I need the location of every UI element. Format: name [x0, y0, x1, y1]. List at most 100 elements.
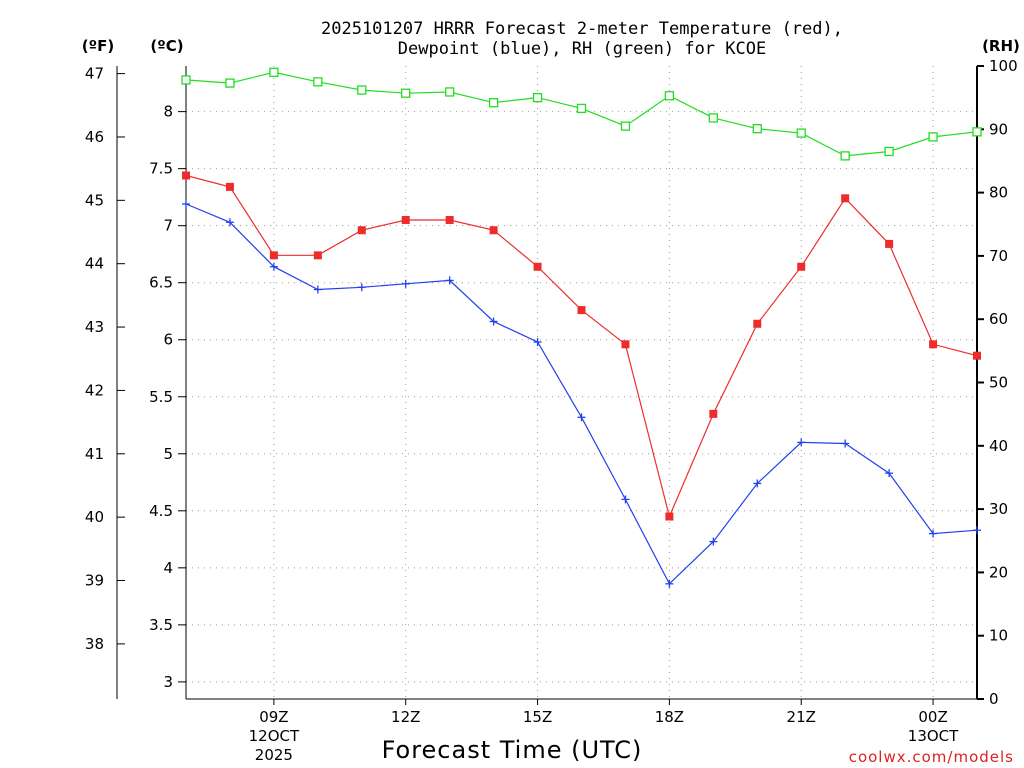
dewpoint-point	[182, 200, 190, 209]
rh-point	[181, 75, 191, 85]
celsius-tick-label: 7.5	[149, 160, 173, 178]
rh-point	[928, 132, 938, 142]
rh-point	[708, 113, 718, 123]
temperature-point	[929, 340, 938, 349]
temperature-point	[577, 306, 586, 315]
x-tick-label: 00Z	[918, 708, 947, 726]
temperature-line	[185, 174, 978, 519]
rh-point	[313, 77, 323, 87]
x-tick-date-label: 13OCT	[908, 727, 959, 745]
rh-tick-label: 100	[989, 57, 1018, 75]
rh-point	[972, 127, 982, 137]
tick-labels: 3 3.5 4 4.5 5 5.5 6 6.5 7 7.5 8 38 39 40 41 42 43 44 45 46 4…	[85, 57, 1018, 764]
rh-tick-label: 60	[989, 310, 1008, 328]
rh-point	[225, 78, 235, 88]
celsius-tick-label: 6.5	[149, 274, 173, 292]
celsius-tick-label: 4	[163, 559, 173, 577]
temperature-point	[973, 351, 981, 360]
rh-tick-label: 30	[989, 500, 1008, 518]
dewpoint-point	[797, 438, 806, 447]
dewpoint-point	[973, 526, 981, 535]
dewpoint-line	[185, 203, 978, 585]
rh-point	[269, 67, 279, 77]
temperature-point	[445, 215, 454, 224]
x-tick-label: 12Z	[391, 708, 420, 726]
fahrenheit-tick-label: 44	[85, 255, 104, 273]
fahrenheit-tick-label: 38	[85, 635, 104, 653]
temperature-point	[665, 512, 674, 521]
fahrenheit-tick-label: 45	[85, 191, 104, 209]
x-axis-title: Forecast Time (UTC)	[382, 736, 643, 764]
temperature-point	[797, 262, 806, 271]
celsius-tick-label: 8	[163, 103, 173, 121]
rh-tick-label: 20	[989, 563, 1008, 581]
rh-point	[796, 128, 806, 138]
fahrenheit-unit-label: (ºF)	[82, 37, 114, 55]
dewpoint-point	[753, 479, 762, 488]
dewpoint-point	[445, 276, 454, 285]
celsius-tick-label: 7	[163, 217, 173, 235]
celsius-tick-label: 3	[163, 673, 173, 691]
rh-tick-label: 70	[989, 247, 1008, 265]
series-lines	[181, 67, 982, 588]
temperature-point	[709, 409, 718, 418]
temperature-point	[885, 239, 894, 248]
dewpoint-point	[929, 529, 938, 538]
chart-title-line-2: Dewpoint (blue), RH (green) for KCOE	[398, 39, 766, 59]
temperature-series	[182, 171, 981, 521]
x-tick-date-label: 12OCT	[249, 727, 300, 745]
rh-point	[401, 88, 411, 98]
temperature-point	[225, 182, 234, 191]
dewpoint-point	[357, 283, 366, 292]
rh-series	[181, 67, 982, 161]
rh-tick-label: 40	[989, 437, 1008, 455]
fahrenheit-tick-label: 40	[85, 508, 104, 526]
x-tick-label: 09Z	[259, 708, 288, 726]
dewpoint-point	[313, 285, 322, 294]
celsius-tick-label: 3.5	[149, 616, 173, 634]
x-tick-label: 21Z	[787, 708, 816, 726]
fahrenheit-tick-label: 47	[85, 65, 104, 83]
rh-point	[488, 98, 499, 108]
fahrenheit-tick-label: 43	[85, 318, 104, 336]
watermark-text: coolwx.com/models	[849, 748, 1014, 766]
temperature-point	[182, 171, 190, 180]
celsius-tick-label: 5.5	[149, 388, 173, 406]
rh-point	[357, 85, 367, 95]
rh-tick-label: 10	[989, 627, 1008, 645]
rh-point	[532, 93, 543, 103]
dewpoint-point	[621, 495, 630, 504]
celsius-tick-label: 4.5	[149, 502, 173, 520]
rh-tick-label: 80	[989, 184, 1008, 202]
rh-point	[752, 124, 762, 134]
fahrenheit-tick-label: 46	[85, 128, 104, 146]
axes	[116, 65, 984, 705]
temperature-point	[269, 251, 278, 260]
x-tick-label: 18Z	[655, 708, 684, 726]
dewpoint-point	[225, 218, 234, 227]
grid-lines	[186, 66, 977, 699]
temperature-point	[753, 319, 762, 328]
x-tick-year-label: 2025	[255, 746, 293, 764]
rh-unit-label: (RH)	[982, 37, 1020, 55]
rh-tick-label: 90	[989, 120, 1008, 138]
rh-point	[664, 91, 675, 101]
dewpoint-series	[182, 200, 981, 588]
temperature-point	[313, 251, 322, 260]
x-tick-label: 15Z	[523, 708, 552, 726]
rh-point	[620, 121, 631, 131]
rh-point	[445, 87, 455, 97]
rh-point	[576, 103, 587, 114]
rh-tick-label: 50	[989, 374, 1008, 392]
dewpoint-point	[577, 413, 586, 422]
dewpoint-point	[269, 262, 278, 271]
temperature-point	[533, 262, 542, 271]
temperature-point	[621, 340, 630, 349]
dewpoint-point	[401, 279, 410, 288]
rh-tick-label: 0	[989, 690, 999, 708]
dewpoint-point	[885, 469, 894, 478]
fahrenheit-tick-label: 39	[85, 572, 104, 590]
celsius-tick-label: 6	[163, 331, 173, 349]
fahrenheit-tick-label: 41	[85, 445, 104, 463]
